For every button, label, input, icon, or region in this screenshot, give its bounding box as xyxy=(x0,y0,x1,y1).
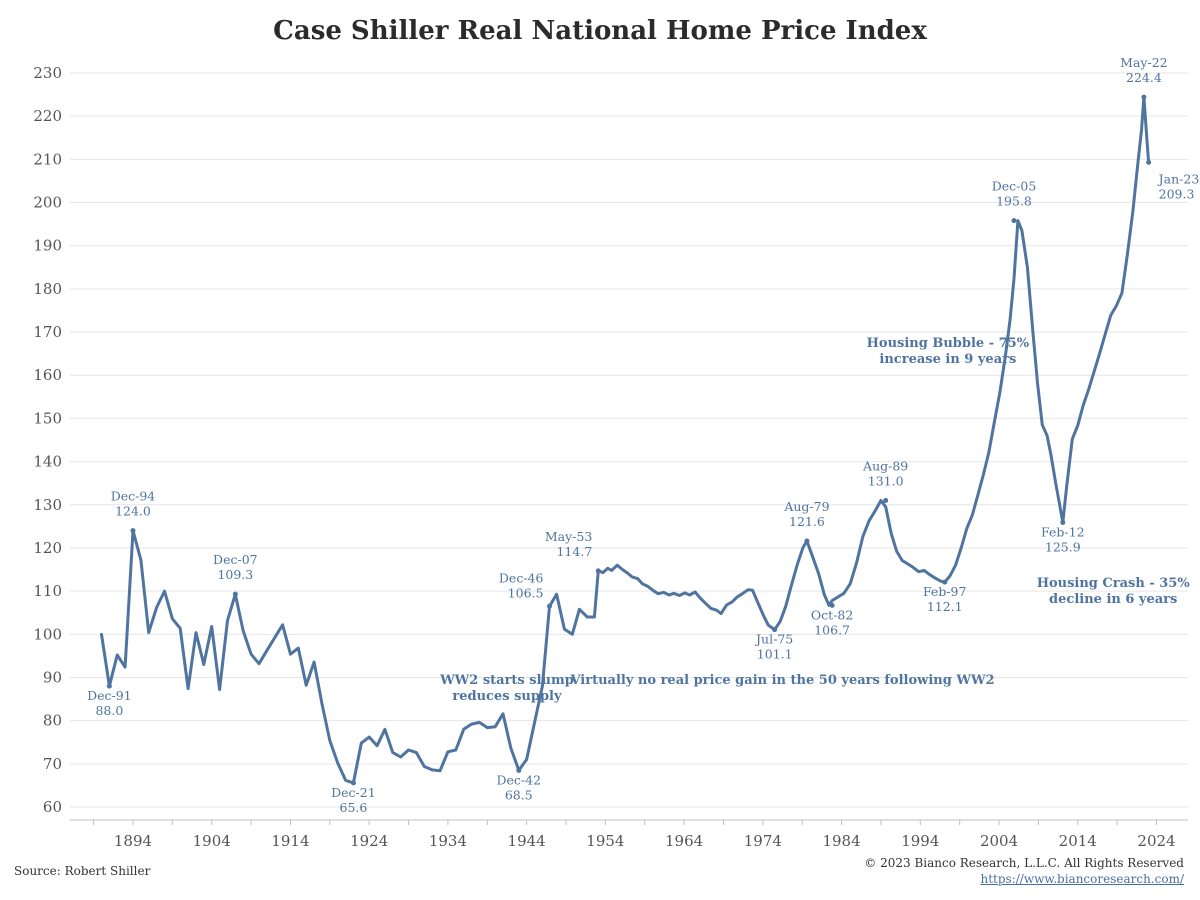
y-tick-label: 180 xyxy=(33,280,62,298)
y-tick-label: 140 xyxy=(33,453,62,471)
y-tick-label: 80 xyxy=(43,712,62,730)
x-tick-label: 1964 xyxy=(665,832,703,850)
point-marker xyxy=(516,767,522,773)
annotation-date-dec91: Dec-91 xyxy=(87,688,132,703)
chart-title: Case Shiller Real National Home Price In… xyxy=(273,16,927,46)
website-link[interactable]: https://www.biancoresearch.com/ xyxy=(980,872,1184,886)
annotation-value-oct82: 106.7 xyxy=(814,622,850,637)
annotation-date-dec94: Dec-94 xyxy=(111,489,156,504)
annotation-value-dec91: 88.0 xyxy=(95,703,123,718)
point-marker xyxy=(804,538,810,544)
y-tick-label: 190 xyxy=(33,237,62,255)
annotation-date-jul75: Jul-75 xyxy=(754,632,793,647)
y-tick-label: 90 xyxy=(43,669,62,687)
y-tick-label: 210 xyxy=(33,150,62,168)
x-tick-label: 1924 xyxy=(350,832,388,850)
annotation-date-aug89: Aug-89 xyxy=(862,458,908,473)
y-tick-label: 200 xyxy=(33,194,62,212)
axis-layer: 60 70 80 90 100 110 120 130 140 150 160 170 180 190 20… xyxy=(33,64,1188,850)
y-tick-label: 220 xyxy=(33,107,62,125)
annotation-date-aug79: Aug-79 xyxy=(783,499,829,514)
point-marker xyxy=(772,627,778,633)
note-flat: Virtually no real price gain in the 50 y… xyxy=(569,673,994,688)
annotation-value-feb12: 125.9 xyxy=(1045,539,1081,554)
annotation-value-dec05: 195.8 xyxy=(996,194,1032,209)
x-tick-label: 1944 xyxy=(508,832,546,850)
copyright-note: © 2023 Bianco Research, L.L.C. All Right… xyxy=(864,856,1184,870)
note-bubble: Housing Bubble - 75% xyxy=(867,336,1030,351)
annotation-value-dec94: 124.0 xyxy=(115,504,151,519)
point-marker xyxy=(595,568,601,574)
point-marker xyxy=(232,591,238,597)
annotation-value-dec42: 68.5 xyxy=(505,787,533,802)
point-marker xyxy=(1141,94,1147,100)
x-tick-label: 2004 xyxy=(980,832,1018,850)
x-tick-label: 1894 xyxy=(114,832,152,850)
y-tick-label: 130 xyxy=(33,496,62,514)
annotation-value-dec46: 106.5 xyxy=(508,585,544,600)
annotation-date-feb97: Feb-97 xyxy=(923,584,967,599)
y-tick-label: 120 xyxy=(33,539,62,557)
annotation-value-may53: 114.7 xyxy=(556,544,592,559)
note-bubble: increase in 9 years xyxy=(879,352,1016,367)
annotation-date-feb12: Feb-12 xyxy=(1041,524,1085,539)
y-tick-label: 170 xyxy=(33,323,62,341)
annotation-value-aug79: 121.6 xyxy=(789,514,825,529)
annotation-date-dec46: Dec-46 xyxy=(499,570,544,585)
x-tick-label: 1994 xyxy=(901,832,939,850)
annotation-value-dec21: 65.6 xyxy=(340,800,368,815)
annotation-date-may22: May-22 xyxy=(1120,55,1167,70)
point-marker xyxy=(350,780,356,786)
point-marker xyxy=(106,683,112,689)
annotation-date-dec21: Dec-21 xyxy=(331,785,376,800)
point-marker xyxy=(1011,218,1017,224)
source-note: Source: Robert Shiller xyxy=(14,864,151,878)
point-marker xyxy=(883,497,889,503)
x-tick-label: 1974 xyxy=(744,832,782,850)
point-marker xyxy=(942,579,948,585)
x-tick-label: 1904 xyxy=(193,832,231,850)
note-crash: Housing Crash - 35% xyxy=(1037,576,1191,591)
note-ww2: WW2 starts slump xyxy=(439,673,574,688)
y-tick-label: 230 xyxy=(33,64,62,82)
point-marker xyxy=(1060,519,1066,525)
annotation-date-oct82: Oct-82 xyxy=(811,607,853,622)
note-ww2: reduces supply xyxy=(452,689,562,704)
x-tick-label: 2024 xyxy=(1137,832,1175,850)
annotation-date-dec42: Dec-42 xyxy=(496,772,541,787)
annotation-value-jan23: 209.3 xyxy=(1159,186,1195,201)
y-tick-label: 110 xyxy=(33,582,62,600)
annotation-date-jan23: Jan-23 xyxy=(1157,171,1200,186)
y-tick-label: 70 xyxy=(43,755,62,773)
y-tick-label: 100 xyxy=(33,625,62,643)
line-layer xyxy=(100,95,1151,785)
annotation-date-dec07: Dec-07 xyxy=(213,552,258,567)
annotation-value-aug89: 131.0 xyxy=(868,473,904,488)
x-tick-label: 1984 xyxy=(822,832,860,850)
x-tick-label: 1954 xyxy=(586,832,624,850)
point-marker xyxy=(1146,159,1152,165)
annotation-value-dec07: 109.3 xyxy=(217,567,253,582)
x-tick-label: 2014 xyxy=(1059,832,1097,850)
annotation-value-feb97: 112.1 xyxy=(927,599,963,614)
point-marker xyxy=(130,528,136,534)
x-tick-label: 1934 xyxy=(429,832,467,850)
annotation-value-may22: 224.4 xyxy=(1126,70,1162,85)
annotation-date-may53: May-53 xyxy=(545,529,592,544)
y-tick-label: 60 xyxy=(43,798,62,816)
annotation-value-jul75: 101.1 xyxy=(757,647,793,662)
y-tick-label: 150 xyxy=(33,409,62,427)
point-marker xyxy=(829,602,835,608)
series-line xyxy=(100,95,1151,785)
x-tick-label: 1914 xyxy=(271,832,309,850)
annotation-date-dec05: Dec-05 xyxy=(992,179,1037,194)
note-crash: decline in 6 years xyxy=(1049,592,1177,607)
y-tick-label: 160 xyxy=(33,366,62,384)
point-marker xyxy=(546,603,552,609)
